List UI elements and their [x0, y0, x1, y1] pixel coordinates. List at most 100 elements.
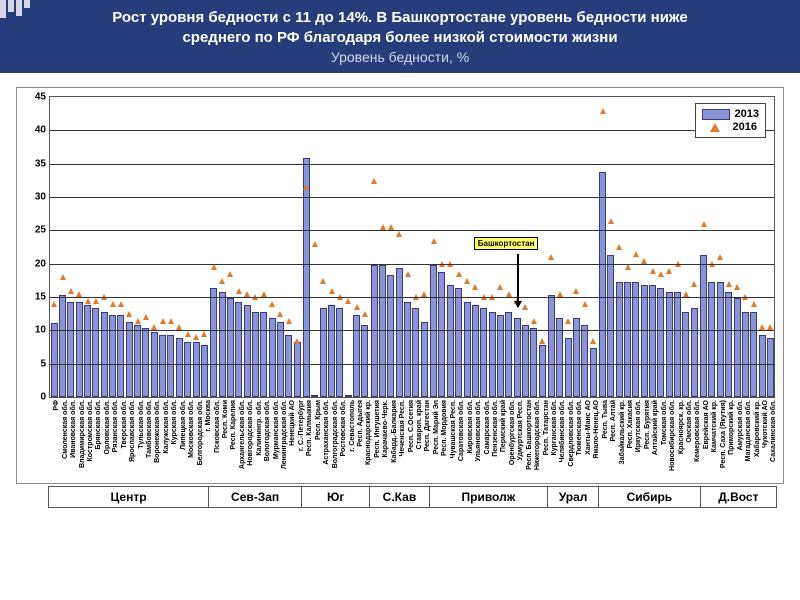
group-label: Приволж	[429, 486, 548, 508]
bar	[134, 325, 141, 397]
bar-slot	[716, 97, 724, 397]
bar	[84, 305, 91, 397]
bar-slot	[361, 97, 369, 397]
bar-slot	[293, 97, 301, 397]
bar-slot	[750, 97, 758, 397]
bar	[210, 288, 217, 397]
bar-slot	[455, 97, 463, 397]
bar	[725, 292, 732, 397]
triangle-marker	[269, 301, 275, 307]
triangle-marker	[751, 301, 757, 307]
bar-slot	[200, 97, 208, 397]
group-axis: ЦентрСев-ЗапЮгС.КавПриволжУралСибирьД.Во…	[16, 486, 784, 508]
bar	[176, 338, 183, 397]
bar-slot	[538, 97, 546, 397]
ytick: 35	[22, 158, 46, 169]
bar-slot	[218, 97, 226, 397]
bar	[641, 285, 648, 397]
bar-slot	[58, 97, 66, 397]
bar	[691, 308, 698, 397]
bar-slot	[319, 97, 327, 397]
triangle-marker	[548, 254, 554, 260]
triangle-marker	[405, 271, 411, 277]
bar	[184, 342, 191, 397]
triangle-marker	[185, 331, 191, 337]
bar	[539, 345, 546, 397]
xlabel: Сахалинская обл.	[770, 400, 777, 462]
bar-slot	[648, 97, 656, 397]
bar-slot	[117, 97, 125, 397]
bar-slot	[420, 97, 428, 397]
bar-slot	[311, 97, 319, 397]
bar	[505, 312, 512, 397]
bar	[674, 292, 681, 397]
bar-slot	[50, 97, 58, 397]
bar	[285, 335, 292, 397]
bar	[472, 305, 479, 397]
triangle-marker	[227, 271, 233, 277]
bar	[581, 325, 588, 397]
triangle-marker	[160, 318, 166, 324]
bar	[76, 302, 83, 397]
bar-slot	[268, 97, 276, 397]
bar-slot	[623, 97, 631, 397]
triangle-marker	[701, 221, 707, 227]
bar-slot	[665, 97, 673, 397]
bar	[447, 285, 454, 397]
bar-slot	[598, 97, 606, 397]
callout: Башкортостан	[474, 237, 539, 250]
bar	[361, 325, 368, 397]
group-label: Сев-Зап	[208, 486, 302, 508]
bar-slot	[632, 97, 640, 397]
triangle-marker	[354, 304, 360, 310]
legend-item: 2013	[702, 108, 759, 120]
bar	[235, 302, 242, 397]
bar	[616, 282, 623, 397]
bar	[201, 345, 208, 397]
ytick: 15	[22, 292, 46, 303]
triangle-marker	[320, 278, 326, 284]
bar	[657, 288, 664, 397]
ytick: 25	[22, 225, 46, 236]
legend: 20132016	[695, 103, 766, 138]
bar	[117, 315, 124, 397]
bar-slot	[100, 97, 108, 397]
bar-slot	[673, 97, 681, 397]
triangle-marker	[625, 264, 631, 270]
triangle-marker	[118, 301, 124, 307]
bar	[126, 322, 133, 397]
bar	[464, 302, 471, 397]
triangle-marker	[565, 318, 571, 324]
triangle-marker	[51, 301, 57, 307]
bar-slot	[108, 97, 116, 397]
bar	[193, 342, 200, 397]
bar-slot	[682, 97, 690, 397]
triangle-marker	[371, 178, 377, 184]
triangle-marker	[472, 284, 478, 290]
bar	[548, 295, 555, 397]
group-label: Юг	[301, 486, 370, 508]
bar	[632, 282, 639, 397]
triangle-marker	[211, 264, 217, 270]
bar	[67, 302, 74, 397]
bar-slot	[766, 97, 774, 397]
bar-slot	[438, 97, 446, 397]
bar	[353, 315, 360, 397]
bar-slot	[733, 97, 741, 397]
bar	[92, 308, 99, 397]
bar	[624, 282, 631, 397]
bar-slot	[607, 97, 615, 397]
bar	[455, 288, 462, 397]
bar-slot	[741, 97, 749, 397]
bar	[328, 305, 335, 397]
ytick: 0	[22, 392, 46, 403]
triangle-marker	[608, 218, 614, 224]
bar-slot	[403, 97, 411, 397]
bar	[303, 158, 310, 397]
triangle-marker	[286, 318, 292, 324]
ytick: 10	[22, 325, 46, 336]
bar-slot	[615, 97, 623, 397]
bar-slot	[463, 97, 471, 397]
ytick: 40	[22, 125, 46, 136]
bar-slot	[276, 97, 284, 397]
